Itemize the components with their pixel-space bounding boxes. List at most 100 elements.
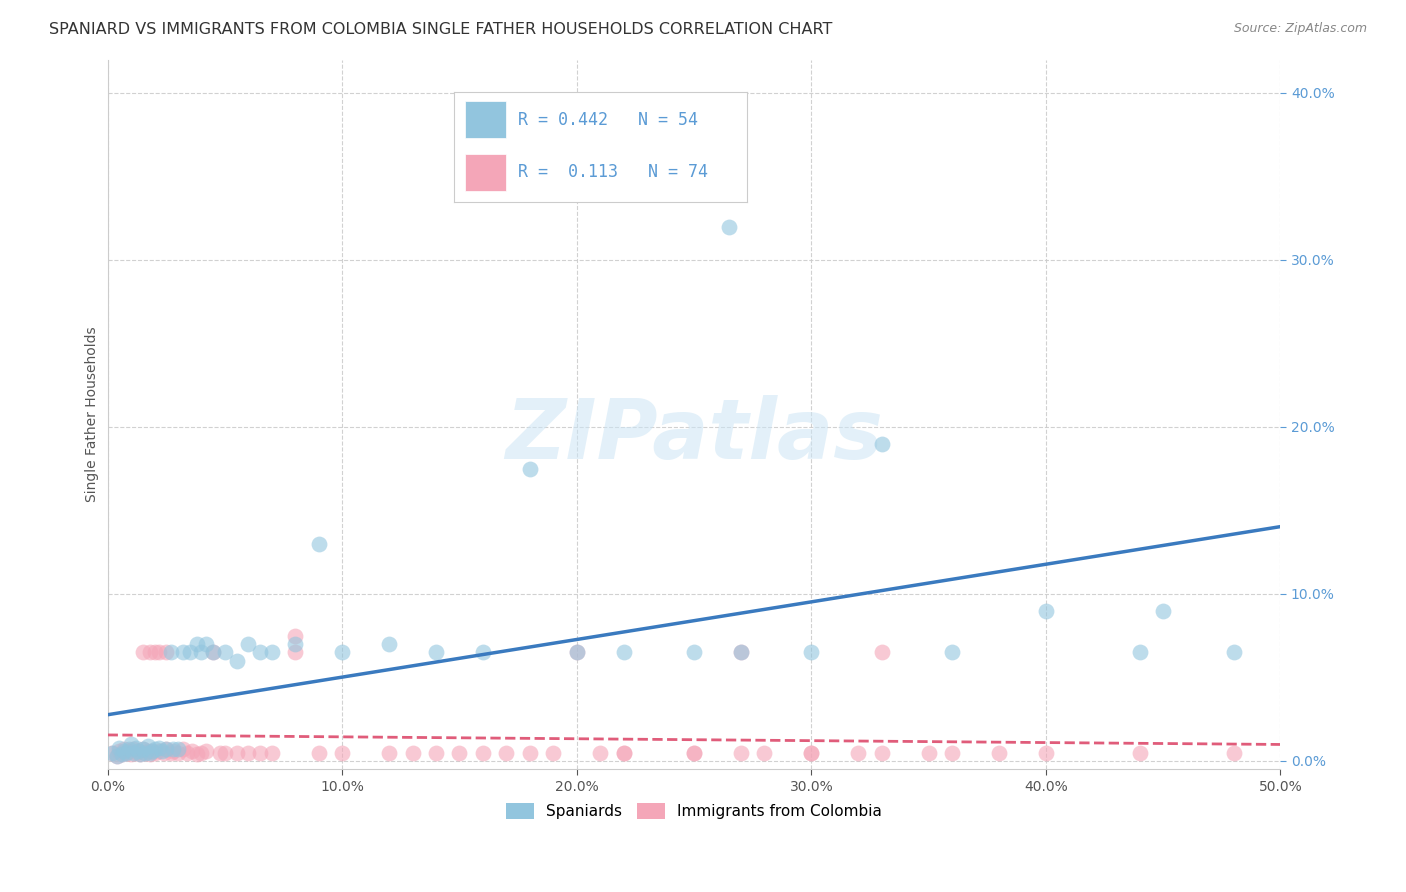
Point (141, 744, 163, 758)
Point (139, 645, 162, 659)
Point (543, 746, 565, 760)
Point (209, 746, 232, 760)
Point (179, 645, 201, 659)
Point (176, 746, 198, 760)
Point (195, 637, 218, 651)
Point (195, 744, 218, 758)
Point (308, 537, 330, 551)
Point (111, 747, 134, 762)
Point (125, 746, 148, 760)
Point (148, 740, 170, 755)
Point (238, 746, 260, 760)
Point (101, 746, 124, 760)
Point (565, 645, 588, 659)
Point (225, 746, 247, 760)
Point (112, 742, 135, 756)
Point (181, 744, 204, 758)
Point (172, 645, 194, 659)
Point (155, 645, 177, 659)
Text: ZIPatlas: ZIPatlas (505, 395, 883, 476)
Point (683, 746, 706, 760)
Point (148, 744, 170, 758)
Point (143, 746, 166, 760)
Point (105, 748, 128, 763)
Point (613, 746, 636, 760)
Point (870, 645, 893, 659)
Y-axis label: Single Father Households: Single Father Households (86, 326, 100, 502)
Point (870, 436, 893, 450)
Point (160, 645, 183, 659)
Point (730, 746, 752, 760)
Point (988, 746, 1011, 760)
Point (917, 746, 939, 760)
Point (754, 746, 776, 760)
Point (589, 746, 612, 760)
Point (141, 744, 163, 758)
Point (378, 746, 401, 760)
Point (186, 637, 208, 651)
Point (214, 645, 236, 659)
Point (111, 747, 134, 762)
Point (134, 746, 156, 760)
Point (1152, 604, 1174, 618)
Point (132, 742, 155, 756)
Point (941, 645, 963, 659)
Point (260, 645, 283, 659)
Point (495, 746, 517, 760)
Point (162, 744, 184, 758)
Point (143, 645, 166, 659)
Point (425, 645, 447, 659)
Point (1035, 746, 1057, 760)
Point (284, 629, 307, 643)
Point (800, 746, 823, 760)
Point (800, 746, 823, 760)
Point (249, 746, 271, 760)
Point (134, 746, 156, 760)
Point (120, 747, 142, 762)
Point (730, 645, 752, 659)
Point (122, 742, 145, 756)
Legend: Spaniards, Immigrants from Colombia: Spaniards, Immigrants from Colombia (501, 797, 889, 825)
Point (167, 746, 190, 760)
Point (132, 645, 155, 659)
Point (118, 742, 141, 756)
Point (800, 645, 823, 659)
Point (120, 737, 142, 751)
Point (613, 645, 636, 659)
Point (214, 746, 236, 760)
Point (162, 742, 184, 756)
Point (730, 645, 752, 659)
Point (108, 740, 131, 755)
Point (941, 746, 963, 760)
Point (108, 744, 131, 758)
Point (115, 746, 138, 760)
Point (115, 746, 138, 760)
Point (425, 746, 447, 760)
Point (202, 645, 225, 659)
Point (718, 219, 741, 234)
Point (846, 746, 869, 760)
Point (1035, 604, 1057, 618)
Point (122, 746, 145, 760)
Point (1129, 645, 1152, 659)
Point (139, 746, 162, 760)
Point (225, 654, 247, 668)
Point (105, 748, 128, 763)
Point (190, 746, 212, 760)
Point (118, 744, 141, 758)
Point (519, 746, 541, 760)
Point (125, 740, 148, 755)
Point (139, 747, 162, 762)
Point (132, 742, 155, 756)
Point (471, 746, 494, 760)
Point (308, 746, 330, 760)
Point (155, 742, 177, 756)
Point (101, 746, 124, 760)
Point (136, 744, 159, 758)
Point (127, 744, 149, 758)
Point (401, 746, 423, 760)
Point (870, 746, 893, 760)
Point (129, 747, 152, 762)
Point (613, 746, 636, 760)
Point (471, 645, 494, 659)
